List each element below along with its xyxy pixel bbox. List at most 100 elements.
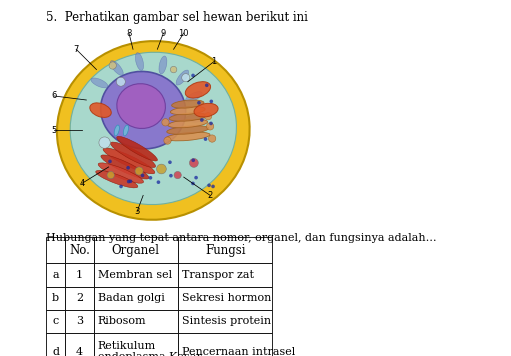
Ellipse shape xyxy=(96,171,138,188)
Text: Sintesis protein: Sintesis protein xyxy=(182,316,271,326)
Text: c: c xyxy=(53,316,59,326)
Circle shape xyxy=(204,112,212,120)
Bar xyxy=(46,287,65,310)
Circle shape xyxy=(200,118,204,122)
Bar xyxy=(94,310,178,333)
Circle shape xyxy=(174,172,181,179)
Bar xyxy=(178,310,272,333)
Text: Sekresi hormon: Sekresi hormon xyxy=(182,293,271,303)
Circle shape xyxy=(210,100,213,103)
Ellipse shape xyxy=(185,82,211,98)
Circle shape xyxy=(119,185,123,188)
Text: 6: 6 xyxy=(51,91,57,100)
Circle shape xyxy=(99,137,110,148)
Ellipse shape xyxy=(98,163,144,183)
Bar xyxy=(65,263,94,287)
Text: Pencernaan intrasel: Pencernaan intrasel xyxy=(182,346,295,356)
Bar xyxy=(94,333,178,356)
Text: 1: 1 xyxy=(212,57,217,66)
Bar xyxy=(94,237,178,263)
Circle shape xyxy=(191,74,195,77)
Circle shape xyxy=(168,161,172,164)
Ellipse shape xyxy=(57,41,250,220)
Text: 4: 4 xyxy=(80,179,85,188)
Circle shape xyxy=(190,158,198,167)
Circle shape xyxy=(156,164,166,174)
Bar xyxy=(65,287,94,310)
Circle shape xyxy=(205,83,208,87)
Text: b: b xyxy=(52,293,59,303)
Text: No.: No. xyxy=(69,244,90,257)
Text: Fungsi: Fungsi xyxy=(205,244,245,257)
Bar xyxy=(65,333,94,356)
Bar xyxy=(178,287,272,310)
Ellipse shape xyxy=(169,113,206,121)
Ellipse shape xyxy=(70,52,237,205)
Text: 3: 3 xyxy=(76,316,83,326)
Text: 5: 5 xyxy=(51,126,57,135)
Circle shape xyxy=(209,122,213,125)
Circle shape xyxy=(127,180,130,183)
Bar xyxy=(178,333,272,356)
Circle shape xyxy=(162,119,169,126)
Text: Badan golgi: Badan golgi xyxy=(98,293,165,303)
Circle shape xyxy=(156,180,160,184)
Bar xyxy=(94,263,178,287)
Ellipse shape xyxy=(91,78,108,88)
Bar xyxy=(65,310,94,333)
Ellipse shape xyxy=(176,70,189,85)
Text: Hubungan yang tepat antara nomor, organel, dan fungsinya adalah…: Hubungan yang tepat antara nomor, organe… xyxy=(46,233,436,243)
Text: 9: 9 xyxy=(161,28,166,37)
Bar xyxy=(178,237,272,263)
Ellipse shape xyxy=(185,91,202,102)
Text: 4: 4 xyxy=(76,346,83,356)
Ellipse shape xyxy=(135,53,144,70)
Circle shape xyxy=(135,167,143,175)
Ellipse shape xyxy=(159,56,167,74)
Bar xyxy=(46,310,65,333)
Ellipse shape xyxy=(123,125,128,136)
Circle shape xyxy=(108,159,112,163)
Text: d: d xyxy=(52,346,59,356)
Ellipse shape xyxy=(166,132,210,141)
Text: Membran sel: Membran sel xyxy=(98,270,172,280)
Circle shape xyxy=(149,176,152,180)
Circle shape xyxy=(164,137,171,144)
Ellipse shape xyxy=(114,125,120,136)
Circle shape xyxy=(191,182,195,185)
Circle shape xyxy=(206,123,214,130)
Ellipse shape xyxy=(117,84,166,129)
Text: Transpor zat: Transpor zat xyxy=(182,270,254,280)
Text: 2: 2 xyxy=(207,191,213,200)
Ellipse shape xyxy=(103,148,155,174)
Circle shape xyxy=(170,66,177,73)
Ellipse shape xyxy=(90,103,111,117)
Circle shape xyxy=(192,158,195,162)
Bar xyxy=(178,263,272,287)
Ellipse shape xyxy=(110,142,155,168)
Circle shape xyxy=(169,174,173,178)
Circle shape xyxy=(117,77,125,86)
Ellipse shape xyxy=(110,61,123,75)
Ellipse shape xyxy=(101,155,149,179)
Circle shape xyxy=(182,74,190,82)
Text: 5.  Perhatikan gambar sel hewan berikut ini: 5. Perhatikan gambar sel hewan berikut i… xyxy=(46,11,308,24)
Circle shape xyxy=(204,137,207,141)
Text: Retikulum
endoplasma Kasar: Retikulum endoplasma Kasar xyxy=(98,341,201,356)
Bar xyxy=(46,237,65,263)
Text: 2: 2 xyxy=(76,293,83,303)
Ellipse shape xyxy=(170,106,205,115)
Text: Ribosom: Ribosom xyxy=(98,316,146,326)
Ellipse shape xyxy=(167,126,209,134)
Circle shape xyxy=(194,176,198,179)
Circle shape xyxy=(126,166,130,169)
Circle shape xyxy=(211,185,215,188)
Circle shape xyxy=(208,135,216,142)
Circle shape xyxy=(197,101,201,105)
Ellipse shape xyxy=(101,72,185,149)
Ellipse shape xyxy=(186,115,204,122)
Ellipse shape xyxy=(194,103,218,117)
Text: a: a xyxy=(53,270,59,280)
Circle shape xyxy=(129,179,132,183)
Bar xyxy=(65,237,94,263)
